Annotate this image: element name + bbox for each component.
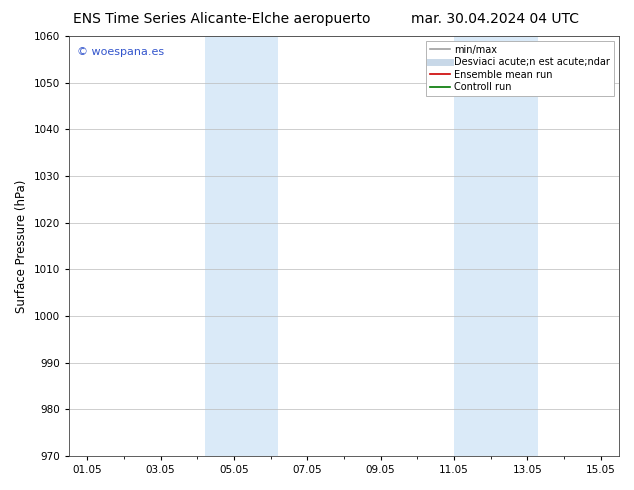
Text: © woespana.es: © woespana.es xyxy=(77,47,164,57)
Legend: min/max, Desviaci acute;n est acute;ndar, Ensemble mean run, Controll run: min/max, Desviaci acute;n est acute;ndar… xyxy=(426,41,614,96)
Text: mar. 30.04.2024 04 UTC: mar. 30.04.2024 04 UTC xyxy=(411,12,578,26)
Bar xyxy=(234,36,278,456)
Y-axis label: Surface Pressure (hPa): Surface Pressure (hPa) xyxy=(15,179,28,313)
Bar xyxy=(205,36,234,456)
Bar xyxy=(483,36,538,456)
Text: ENS Time Series Alicante-Elche aeropuerto: ENS Time Series Alicante-Elche aeropuert… xyxy=(73,12,371,26)
Bar xyxy=(454,36,483,456)
